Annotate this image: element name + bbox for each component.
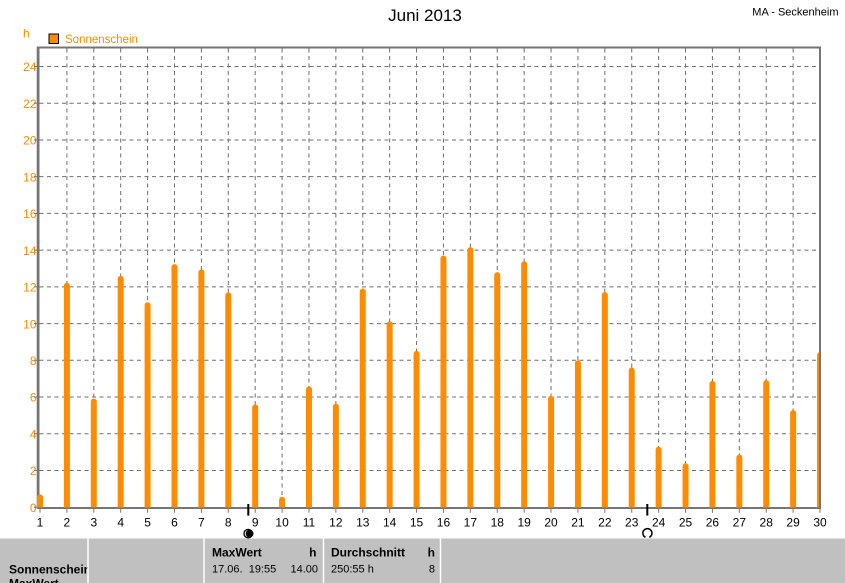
svg-text:14: 14 xyxy=(23,244,37,258)
svg-text:24: 24 xyxy=(23,60,37,74)
svg-text:21: 21 xyxy=(571,516,585,530)
svg-text:3: 3 xyxy=(90,516,97,530)
svg-text:7: 7 xyxy=(198,516,205,530)
svg-text:22: 22 xyxy=(598,516,612,530)
svg-text:8: 8 xyxy=(225,516,232,530)
svg-text:20: 20 xyxy=(23,134,37,148)
svg-text:28: 28 xyxy=(760,516,774,530)
svg-text:2: 2 xyxy=(64,516,71,530)
svg-text:10: 10 xyxy=(23,317,37,331)
svg-text:24: 24 xyxy=(652,516,666,530)
svg-text:16: 16 xyxy=(23,207,37,221)
svg-text:16: 16 xyxy=(437,516,451,530)
svg-text:h: h xyxy=(23,26,30,40)
svg-text:19: 19 xyxy=(517,516,531,530)
svg-text:15: 15 xyxy=(410,516,424,530)
svg-text:18: 18 xyxy=(23,170,37,184)
svg-text:10: 10 xyxy=(275,516,289,530)
svg-text:23: 23 xyxy=(625,516,639,530)
svg-text:250:55 h: 250:55 h xyxy=(331,564,374,576)
svg-text:MaxWert: MaxWert xyxy=(212,546,262,560)
svg-text:Sonnenschein: Sonnenschein xyxy=(65,34,138,46)
svg-text:8: 8 xyxy=(429,564,435,576)
svg-text:12: 12 xyxy=(329,516,343,530)
svg-text:29: 29 xyxy=(786,516,800,530)
svg-text:9: 9 xyxy=(252,516,259,530)
svg-text:17.06. 19:55: 17.06. 19:55 xyxy=(212,564,276,576)
svg-text:h: h xyxy=(309,546,316,560)
svg-text:Durchschnitt: Durchschnitt xyxy=(331,546,405,560)
svg-text:5: 5 xyxy=(144,516,151,530)
svg-text:25: 25 xyxy=(679,516,693,530)
svg-text:12: 12 xyxy=(23,281,37,295)
svg-text:11: 11 xyxy=(303,516,316,530)
svg-text:26: 26 xyxy=(706,516,720,530)
svg-text:h: h xyxy=(428,546,435,560)
svg-text:1: 1 xyxy=(37,516,44,530)
svg-text:MA - Seckenheim: MA - Seckenheim xyxy=(752,7,838,19)
svg-text:30: 30 xyxy=(813,516,827,530)
svg-text:27: 27 xyxy=(733,516,747,530)
svg-text:18: 18 xyxy=(491,516,505,530)
svg-text:4: 4 xyxy=(30,427,37,441)
svg-text:14: 14 xyxy=(383,516,397,530)
svg-text:2: 2 xyxy=(30,464,37,478)
svg-text:6: 6 xyxy=(30,391,37,405)
svg-text:17: 17 xyxy=(464,516,478,530)
svg-text:14.00: 14.00 xyxy=(290,564,318,576)
svg-text:Juni 2013: Juni 2013 xyxy=(388,6,462,25)
svg-text:4: 4 xyxy=(117,516,124,530)
svg-text:6: 6 xyxy=(171,516,178,530)
svg-text:MaxWert: MaxWert xyxy=(9,577,59,583)
svg-text:13: 13 xyxy=(356,516,370,530)
svg-text:8: 8 xyxy=(30,354,37,368)
svg-text:22: 22 xyxy=(23,97,37,111)
svg-text:20: 20 xyxy=(544,516,558,530)
svg-text:Sonnenschein: Sonnenschein xyxy=(9,562,91,576)
svg-text:0: 0 xyxy=(30,501,37,515)
